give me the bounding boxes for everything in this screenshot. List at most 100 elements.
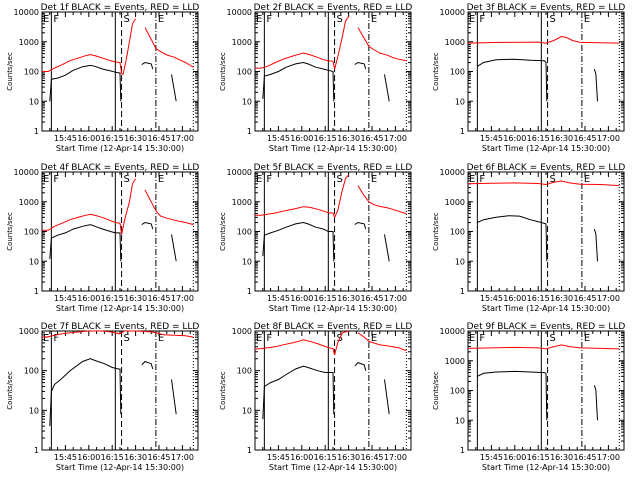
x-tick-label: 15:45 [267,453,290,462]
series-lld-line [467,35,620,44]
x-tick-label: 16:15 [101,294,124,303]
y-tick-label: 1 [460,446,465,455]
x-tick-label: 16:15 [527,294,550,303]
y-tick-label: 100 [450,228,465,237]
panel-3: Det 3f BLACK = Events, RED = LLD 1 10 100 10… [432,3,625,153]
y-tick-label: 10000 [440,8,465,17]
x-tick-label: 15:45 [480,453,503,462]
x-axis-label: Start Time (12-Apr-14 15:30:00) [482,304,610,313]
x-tick-label: 16:15 [101,453,124,462]
y-tick-label: 1 [247,287,252,296]
marker-label-e: E [43,174,49,185]
x-tick-label: 16:45 [360,453,383,462]
y-tick-label: 10 [242,257,252,266]
x-tick-label: 17:00 [171,294,194,303]
x-axis-label: Start Time (12-Apr-14 15:30:00) [482,463,610,472]
y-tick-label: 1 [34,446,39,455]
y-tick-label: 100 [24,228,39,237]
series-events-line [477,58,598,102]
series-events-line [49,61,177,102]
x-tick-label: 16:15 [101,134,124,143]
plot-frame [41,11,199,132]
y-tick-label: 10 [242,97,252,106]
y-tick-label: 1 [34,287,39,296]
panel-title: Det 3f BLACK = Events, RED = LLD [467,3,626,13]
marker-label-f: F [479,174,485,185]
y-tick-label: 100 [450,68,465,77]
marker-label-e: E [371,174,377,185]
y-tick-label: 10000 [14,8,39,17]
x-tick-label: 16:45 [360,134,383,143]
x-tick-label: 15:45 [54,453,77,462]
marker-label-s: S [124,174,130,185]
x-tick-label: 16:15 [314,294,337,303]
plot-frame [41,171,199,292]
y-tick-label: 100 [237,367,252,376]
x-tick-label: 16:15 [314,134,337,143]
x-tick-label: 15:45 [54,294,77,303]
marker-label-e: E [371,14,377,25]
x-axis-label: Start Time (12-Apr-14 15:30:00) [56,463,184,472]
y-tick-label: 100 [237,68,252,77]
x-tick-label: 16:45 [573,453,596,462]
series-events-line [49,221,177,262]
y-tick-label: 1000 [445,198,465,207]
x-axis-label: Start Time (12-Apr-14 15:30:00) [56,304,184,313]
marker-label-s: S [337,14,343,25]
marker-label-f: F [266,174,272,185]
x-tick-label: 17:00 [171,453,194,462]
x-tick-label: 17:00 [597,294,620,303]
marker-label-s: S [124,14,130,25]
x-tick-label: 16:30 [337,134,360,143]
series-events-line [49,358,177,427]
marker-label-e: E [158,14,164,25]
y-axis-label: Counts/sec [432,371,440,410]
y-tick-label: 10 [29,97,39,106]
series-lld-line [42,178,194,235]
y-axis-label: Counts/sec [219,371,227,410]
y-tick-label: 100 [237,228,252,237]
y-tick-label: 10 [242,406,252,415]
marker-label-f: F [479,333,485,344]
panel-title: Det 9f BLACK = Events, RED = LLD [467,322,626,332]
marker-label-e: E [584,333,590,344]
y-tick-label: 1 [247,446,252,455]
panel-1: Det 1f BLACK = Events, RED = LLD 1 10 100 10… [6,3,199,153]
series-events-line [262,61,390,102]
x-tick-label: 16:45 [147,294,170,303]
series-lld-line [467,180,620,187]
x-axis-label: Start Time (12-Apr-14 15:30:00) [56,144,184,153]
x-tick-label: 17:00 [597,134,620,143]
panel-9: Det 9f BLACK = Events, RED = LLD 1 10 100 10… [432,322,625,472]
x-tick-label: 17:00 [384,134,407,143]
marker-label-f: F [53,14,59,25]
y-axis-label: Counts/sec [219,212,227,251]
marker-label-e: E [469,14,475,25]
y-tick-label: 10000 [440,327,465,336]
x-tick-label: 15:45 [267,294,290,303]
y-tick-label: 10 [29,257,39,266]
marker-label-f: F [53,174,59,185]
y-tick-label: 1 [34,127,39,136]
x-axis-label: Start Time (12-Apr-14 15:30:00) [269,463,397,472]
marker-label-e: E [256,333,262,344]
series-events-line [477,370,598,421]
panel-7: Det 7f BLACK = Events, RED = LLD 1 10 100 10… [6,322,199,472]
y-tick-label: 10000 [14,168,39,177]
x-tick-label: 15:45 [480,134,503,143]
panel-title: Det 2f BLACK = Events, RED = LLD [254,3,413,13]
y-axis-label: Counts/sec [6,52,14,91]
x-tick-label: 16:00 [503,453,526,462]
x-tick-label: 16:30 [124,453,147,462]
panel-title: Det 5f BLACK = Events, RED = LLD [254,163,413,173]
y-tick-label: 1 [460,127,465,136]
y-tick-label: 100 [24,68,39,77]
y-tick-label: 1000 [19,198,39,207]
x-tick-label: 16:45 [360,294,383,303]
marker-label-f: F [479,14,485,25]
x-tick-label: 17:00 [384,294,407,303]
x-tick-label: 16:30 [550,134,573,143]
series-lld-line [41,330,194,338]
x-tick-label: 16:00 [77,453,100,462]
